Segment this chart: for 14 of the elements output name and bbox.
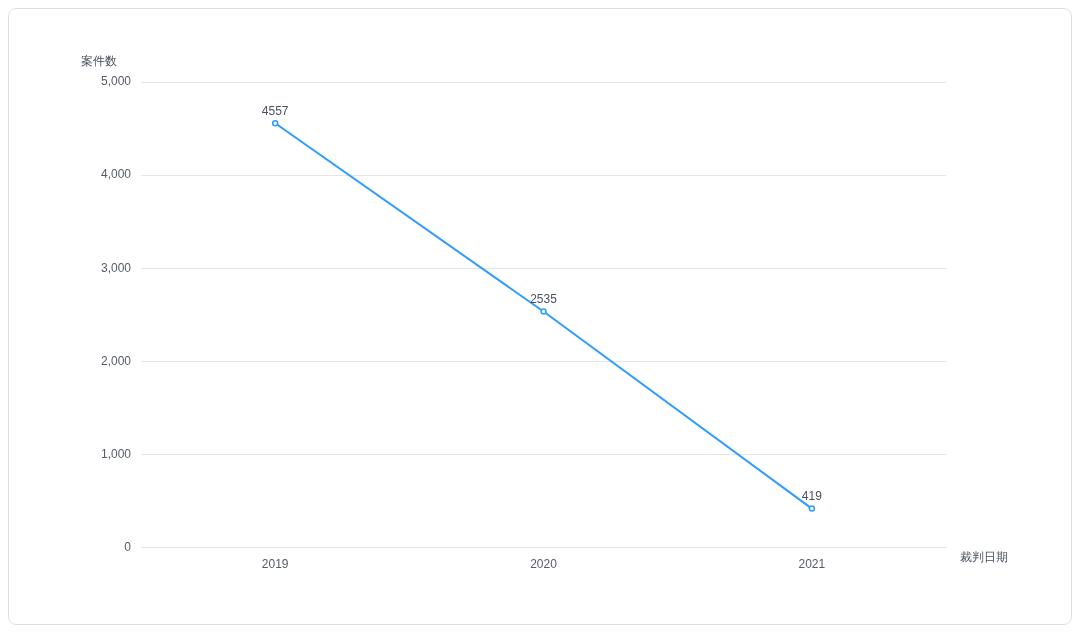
y-tick-label: 2,000 [101, 353, 132, 368]
x-tick-label: 2019 [261, 557, 289, 572]
data-label: 419 [801, 488, 823, 503]
y-tick-label: 3,000 [101, 260, 132, 275]
y-tick-label: 1,000 [101, 446, 132, 461]
data-label: 2535 [530, 291, 558, 306]
y-tick-label: 5,000 [101, 74, 132, 89]
y-tick-label: 0 [124, 539, 132, 554]
x-axis-title: 裁判日期 [960, 549, 1008, 564]
data-label: 4557 [261, 103, 289, 118]
y-axis-title: 案件数 [81, 54, 118, 69]
x-tick-label: 2021 [798, 557, 826, 572]
x-tick-label: 2020 [530, 557, 558, 572]
y-tick-label: 4,000 [101, 167, 132, 182]
